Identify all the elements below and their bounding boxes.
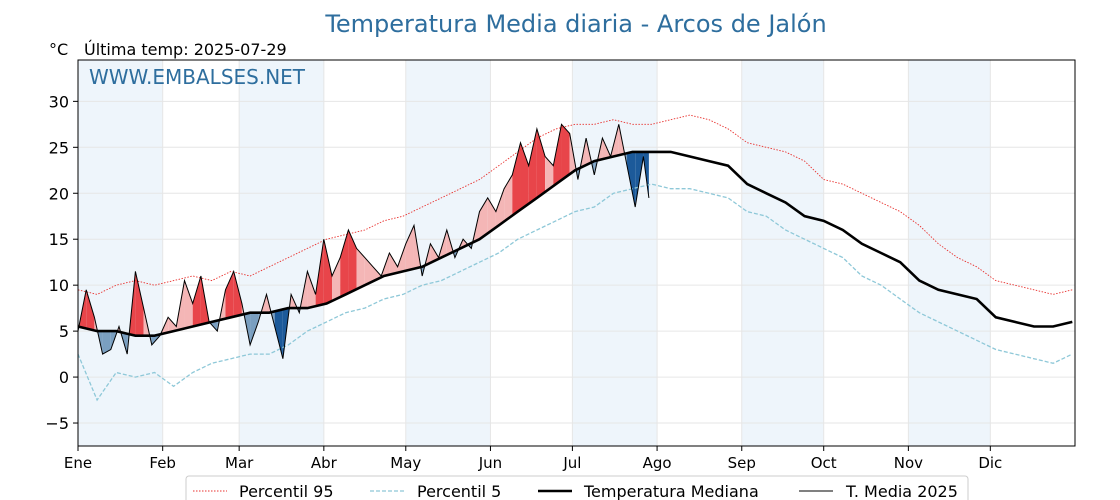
warm-anomaly-fill — [323, 239, 333, 305]
last-temp-label: Última temp: 2025-07-29 — [84, 40, 287, 59]
legend: Percentil 95 Percentil 5 Temperatura Med… — [185, 475, 969, 500]
anomaly-fills — [78, 124, 649, 359]
warm-anomaly-fill — [520, 142, 529, 210]
x-tick-label: Sep — [728, 454, 756, 472]
y-tick-label: 30 — [49, 92, 69, 111]
x-tick-label: Ene — [64, 454, 92, 472]
month-band — [908, 60, 991, 446]
warm-anomaly-fill — [495, 188, 505, 228]
x-axis-ticks: Ene Feb Mar Abr May Jun Jul Ago Sep Oct Nov Dic — [64, 446, 1002, 472]
warm-anomaly-fill — [430, 243, 439, 263]
warm-anomaly-fill — [561, 124, 570, 181]
y-axis-ticks: −5 0 5 10 15 20 25 30 — [45, 92, 78, 433]
x-tick-label: Jun — [478, 454, 502, 472]
series-lines — [77, 114, 1073, 402]
y-tick-label: −5 — [45, 414, 69, 433]
y-tick-label: 25 — [49, 138, 69, 157]
warm-anomaly-fill — [233, 271, 242, 317]
warm-anomaly-fill — [504, 174, 513, 222]
warm-anomaly-fill — [528, 128, 537, 204]
x-tick-label: Dic — [978, 454, 1002, 472]
warm-anomaly-fill — [307, 271, 316, 309]
month-band — [572, 60, 658, 446]
watermark: WWW.EMBALSES.NET — [89, 65, 306, 89]
legend-label-p5: Percentil 5 — [417, 482, 501, 500]
x-tick-label: Abr — [311, 454, 338, 472]
warm-anomaly-fill — [332, 257, 341, 301]
series-p5-line — [77, 183, 1073, 402]
month-band — [78, 60, 163, 446]
cold-anomaly-fill — [250, 312, 259, 345]
y-tick-label: 20 — [49, 184, 69, 203]
warm-anomaly-fill — [487, 197, 496, 234]
cold-anomaly-fill — [627, 151, 636, 208]
legend-label-median: Temperatura Mediana — [583, 482, 759, 500]
series-p95-line — [77, 114, 1073, 295]
warm-anomaly-fill — [356, 248, 365, 290]
y-tick-label: 5 — [59, 322, 69, 341]
month-band — [741, 60, 824, 446]
warm-anomaly-fill — [553, 124, 562, 187]
warm-anomaly-fill — [512, 142, 521, 216]
month-bands — [78, 60, 991, 446]
y-tick-label: 0 — [59, 368, 69, 387]
warm-anomaly-fill — [389, 253, 398, 275]
warm-anomaly-fill — [192, 275, 201, 327]
warm-anomaly-fill — [135, 271, 144, 336]
month-band — [239, 60, 324, 446]
legend-label-p95: Percentil 95 — [239, 482, 334, 500]
x-tick-label: Oct — [811, 454, 837, 472]
x-tick-label: Jul — [562, 454, 581, 472]
warm-anomaly-fill — [348, 230, 357, 294]
x-tick-label: Nov — [894, 454, 923, 472]
cold-anomaly-fill — [102, 331, 111, 355]
cold-anomaly-fill — [274, 309, 283, 359]
series-2025-line — [77, 123, 650, 359]
plot-frame — [77, 59, 1076, 447]
warm-anomaly-fill — [536, 128, 546, 198]
legend-label-2025: T. Media 2025 — [845, 482, 958, 500]
y-tick-label: 10 — [49, 276, 69, 295]
x-tick-label: May — [390, 454, 421, 472]
warm-anomaly-fill — [86, 289, 95, 331]
warm-anomaly-fill — [184, 280, 193, 329]
warm-anomaly-fill — [225, 271, 234, 319]
warm-anomaly-fill — [545, 156, 554, 192]
x-tick-label: Feb — [149, 454, 176, 472]
x-tick-label: Ago — [643, 454, 672, 472]
chart-title: Temperatura Media diaria - Arcos de Jaló… — [324, 10, 826, 38]
warm-anomaly-fill — [340, 230, 349, 297]
unit-label: °C — [49, 40, 68, 59]
warm-anomaly-fill — [405, 225, 414, 271]
legend-frame — [185, 475, 969, 500]
warm-anomaly-fill — [168, 317, 177, 333]
x-tick-label: Mar — [225, 454, 254, 472]
y-tick-label: 15 — [49, 230, 69, 249]
